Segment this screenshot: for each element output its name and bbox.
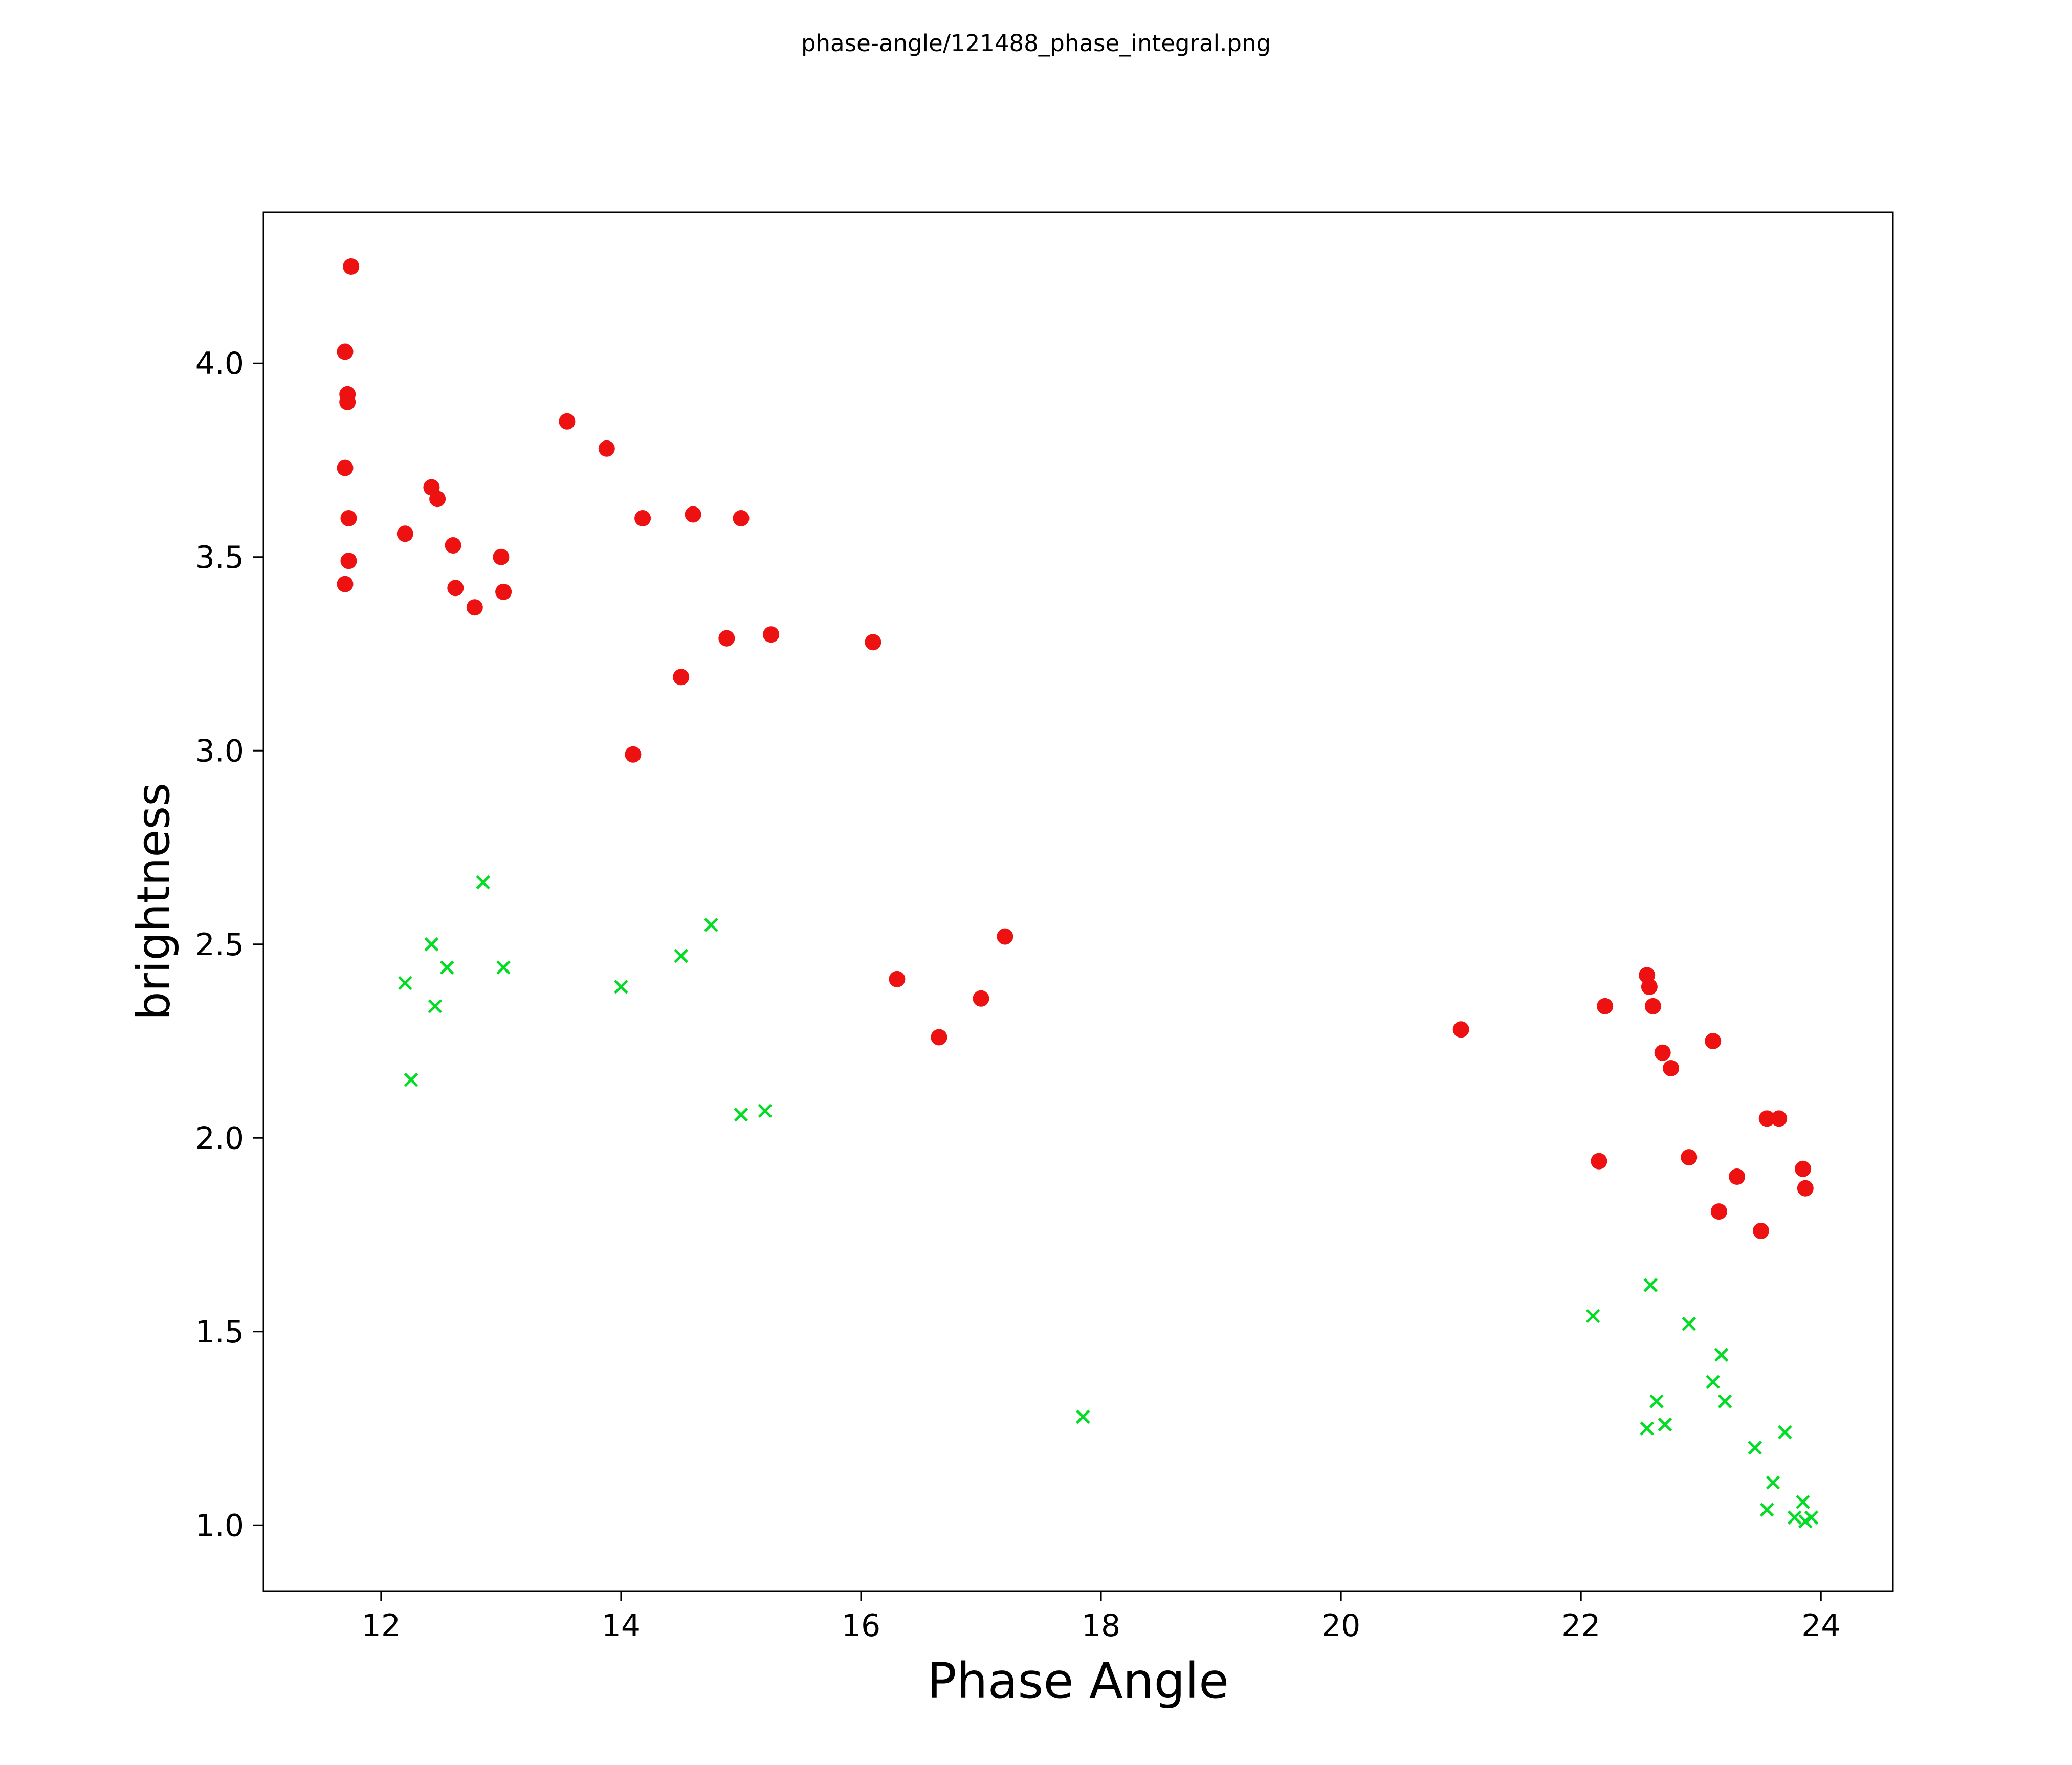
data-point-red-circles [1591, 1153, 1607, 1170]
data-point-red-circles [1710, 1203, 1727, 1220]
data-point-red-circles [634, 510, 651, 526]
data-point-red-circles [931, 1029, 947, 1046]
x-tick-label: 12 [362, 1608, 401, 1644]
data-point-red-circles [973, 990, 989, 1007]
data-point-red-circles [1771, 1110, 1788, 1127]
x-tick-label: 14 [602, 1608, 641, 1644]
figure-title: phase-angle/121488_phase_integral.png [801, 30, 1271, 57]
data-point-red-circles [337, 576, 354, 592]
data-point-green-crosses [704, 918, 718, 932]
y-tick-label: 1.5 [195, 1314, 244, 1350]
data-point-green-crosses [1706, 1375, 1720, 1389]
data-point-red-circles [733, 510, 750, 526]
data-point-red-circles [493, 548, 510, 565]
data-point-red-circles [337, 459, 354, 476]
data-point-green-crosses [1682, 1316, 1696, 1331]
data-point-red-circles [429, 491, 446, 508]
data-point-green-crosses [1787, 1510, 1802, 1525]
data-point-red-circles [340, 510, 357, 526]
data-point-green-crosses [1804, 1510, 1819, 1525]
y-tick-label: 4.0 [195, 346, 244, 382]
data-point-green-crosses [424, 937, 439, 952]
data-point-green-crosses [440, 960, 454, 975]
data-point-red-circles [685, 506, 701, 523]
data-point-green-crosses [1658, 1417, 1672, 1432]
y-tick-label: 3.0 [195, 733, 244, 769]
x-tick-label: 22 [1561, 1608, 1600, 1644]
data-point-red-circles [997, 928, 1013, 945]
data-point-red-circles [1795, 1160, 1812, 1177]
data-point-red-circles [559, 413, 576, 430]
data-point-red-circles [343, 258, 360, 275]
data-point-red-circles [889, 970, 906, 987]
plot-frame [262, 211, 1894, 1592]
data-point-green-crosses [1748, 1441, 1762, 1455]
data-point-red-circles [1729, 1168, 1746, 1185]
data-point-green-crosses [1585, 1309, 1600, 1323]
data-point-red-circles [865, 634, 881, 651]
data-point-red-circles [763, 626, 780, 643]
data-point-green-crosses [1717, 1394, 1732, 1408]
y-axis-label: brightness [127, 782, 180, 1021]
data-point-green-crosses [1649, 1394, 1664, 1408]
y-tick-label: 2.5 [195, 927, 244, 963]
data-point-green-crosses [1759, 1503, 1774, 1517]
data-point-red-circles [1753, 1223, 1769, 1239]
data-point-green-crosses [476, 875, 490, 890]
y-tick-label: 1.0 [195, 1508, 244, 1543]
data-point-red-circles [625, 746, 642, 763]
data-point-red-circles [1452, 1021, 1469, 1038]
data-point-green-crosses [496, 960, 511, 975]
x-tick-label: 20 [1321, 1608, 1360, 1644]
data-point-red-circles [1644, 998, 1661, 1014]
x-axis-label: Phase Angle [927, 1652, 1229, 1710]
data-point-red-circles [1641, 979, 1658, 995]
data-point-green-crosses [1076, 1409, 1090, 1424]
data-point-red-circles [673, 669, 690, 686]
data-point-red-circles [1663, 1060, 1680, 1076]
data-point-green-crosses [1778, 1425, 1792, 1440]
x-tick-label: 18 [1082, 1608, 1120, 1644]
data-point-red-circles [718, 630, 735, 647]
data-point-green-crosses [758, 1104, 773, 1118]
x-tick-label: 16 [842, 1608, 880, 1644]
data-point-green-crosses [1640, 1421, 1654, 1436]
data-point-green-crosses [404, 1072, 418, 1087]
y-tick-label: 3.5 [195, 540, 244, 576]
data-point-red-circles [1681, 1149, 1698, 1166]
data-point-red-circles [1654, 1044, 1671, 1061]
data-point-green-crosses [1766, 1475, 1780, 1490]
data-point-red-circles [466, 599, 483, 616]
data-point-green-crosses [1796, 1495, 1810, 1509]
data-point-green-crosses [398, 976, 412, 990]
data-point-red-circles [447, 580, 464, 597]
data-point-green-crosses [674, 948, 688, 963]
data-point-green-crosses [614, 980, 628, 994]
data-point-red-circles [1797, 1180, 1814, 1197]
data-point-green-crosses [1714, 1348, 1729, 1362]
data-point-red-circles [1705, 1033, 1722, 1049]
data-point-red-circles [598, 440, 615, 457]
data-point-red-circles [1758, 1110, 1775, 1127]
data-point-red-circles [1597, 998, 1614, 1014]
y-tick-label: 2.0 [195, 1120, 244, 1156]
x-tick-label: 24 [1801, 1608, 1840, 1644]
data-point-green-crosses [734, 1108, 748, 1122]
data-point-red-circles [396, 525, 413, 542]
data-point-green-crosses [428, 999, 443, 1013]
data-point-red-circles [337, 343, 354, 360]
data-point-red-circles [339, 393, 356, 410]
data-point-red-circles [495, 583, 512, 600]
data-point-red-circles [340, 553, 357, 569]
data-point-red-circles [445, 537, 461, 554]
data-point-green-crosses [1643, 1278, 1658, 1292]
